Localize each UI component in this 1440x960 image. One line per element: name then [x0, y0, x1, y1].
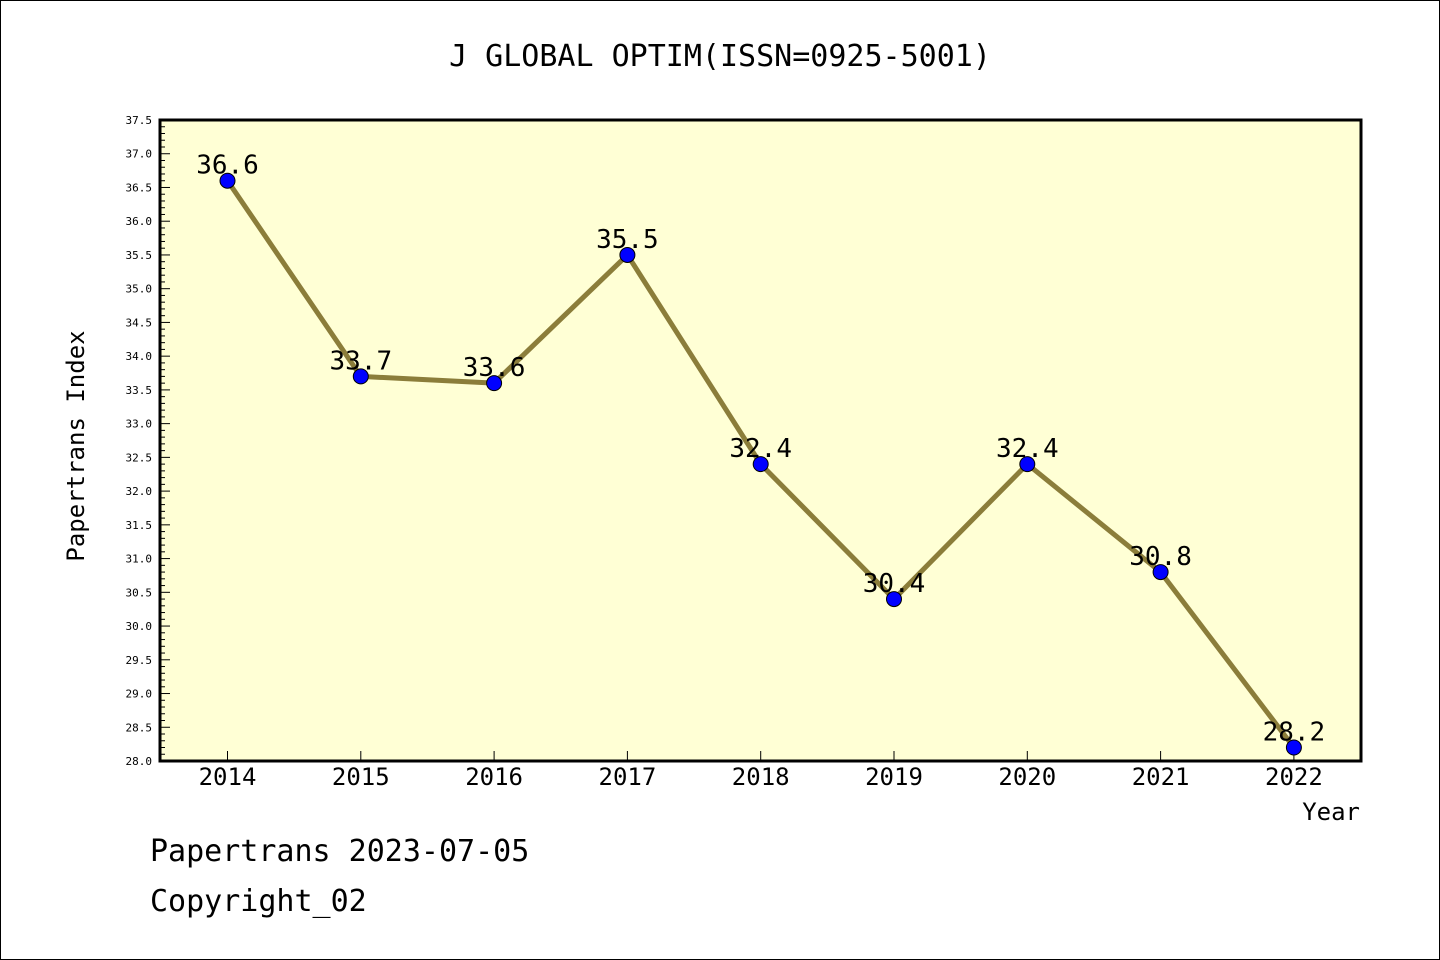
y-tick-label: 31.5 [126, 519, 153, 532]
y-tick-label: 37.5 [126, 114, 153, 127]
y-tick-label: 33.5 [126, 384, 153, 397]
data-point [886, 591, 902, 608]
data-markers [219, 172, 1302, 756]
data-point [1285, 739, 1302, 756]
data-label: 32.4 [996, 434, 1059, 464]
footer-date: Papertrans 2023-07-05 [150, 834, 530, 869]
data-point [752, 456, 769, 473]
data-label: 30.4 [863, 569, 926, 599]
y-tick-label: 33.0 [126, 418, 153, 431]
y-tick-label: 35.0 [126, 283, 153, 296]
x-tick-label: 2015 [332, 763, 390, 791]
y-tick-label: 35.5 [126, 249, 153, 262]
data-point [352, 368, 369, 385]
data-label: 33.7 [329, 346, 392, 376]
x-tick-label: 2019 [865, 763, 923, 791]
data-point [486, 375, 503, 392]
x-tick-label: 2016 [465, 763, 523, 791]
data-label: 32.4 [729, 434, 792, 464]
y-tick-label: 32.0 [126, 485, 153, 498]
x-tick-label: 2021 [1132, 763, 1190, 791]
plot-area [160, 120, 1361, 761]
y-tick-label: 30.5 [126, 586, 153, 599]
y-tick-label: 28.5 [126, 721, 153, 734]
x-tick-label: 2014 [199, 763, 257, 791]
x-tick-label: 2018 [732, 763, 790, 791]
data-label: 33.6 [463, 353, 526, 383]
x-tick-label: 2020 [998, 763, 1056, 791]
y-tick-label: 36.0 [126, 215, 153, 228]
y-tick-label: 36.5 [126, 181, 153, 194]
x-axis: 2014 2015 2016 2017 2018 2019 2020 2021 2022 [199, 751, 1323, 791]
data-point [219, 172, 236, 189]
y-tick-label: 30.0 [126, 620, 153, 633]
x-tick-label: 2017 [599, 763, 657, 791]
data-label: 35.5 [596, 225, 659, 255]
data-label: 36.6 [196, 151, 259, 181]
y-tick-label: 34.0 [126, 350, 153, 363]
y-tick-label: 29.5 [126, 654, 153, 667]
y-axis-label: Papertrans Index [62, 330, 90, 561]
data-point [619, 246, 636, 263]
data-label: 30.8 [1129, 542, 1192, 572]
chart-title: J GLOBAL OPTIM(ISSN=0925-5001) [449, 39, 991, 74]
data-labels: 36.6 33.7 33.6 35.5 32.4 30.4 32.4 30.8 28.2 [196, 151, 1325, 748]
y-tick-label: 37.0 [126, 148, 153, 161]
data-label: 28.2 [1263, 718, 1326, 748]
x-tick-label: 2022 [1265, 763, 1323, 791]
data-point [1019, 456, 1036, 473]
data-point [1152, 564, 1169, 581]
y-axis: 28.0 28.5 29.0 29.5 30.0 30.5 31.0 31.5 32.0 32.5… [126, 114, 170, 768]
plot-border [158, 118, 1363, 763]
y-tick-label: 28.0 [126, 755, 153, 768]
y-tick-label: 31.0 [126, 553, 153, 566]
y-tick-label: 32.5 [126, 451, 153, 464]
x-axis-label: Year [1302, 798, 1360, 826]
footer-copyright: Copyright_02 [150, 884, 367, 919]
y-tick-label: 34.5 [126, 316, 153, 329]
y-tick-label: 29.0 [126, 688, 153, 701]
